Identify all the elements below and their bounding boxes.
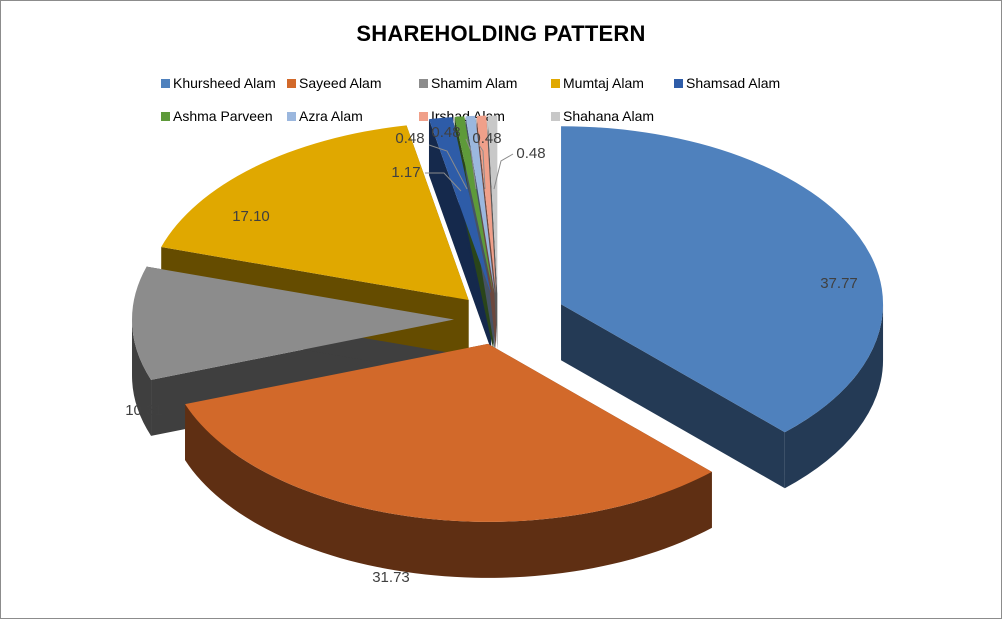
pie-slice [132,266,455,380]
legend-item: Ashma Parveen [161,108,273,124]
legend-label: Sayeed Alam [299,75,382,91]
legend-label: Shamsad Alam [686,75,781,91]
data-label: 37.77 [820,275,858,292]
legend-label: Ashma Parveen [173,108,273,124]
pie-slice [454,116,494,294]
data-label: 17.10 [232,208,270,225]
pie-slice-side [428,119,492,350]
leader-line [425,172,462,192]
leader-line [465,138,477,190]
legend-label: Azra Alam [299,108,363,124]
legend-swatch [551,78,560,88]
pie-slice [487,115,498,294]
legend-swatch [419,78,428,88]
pie-slice-wall [132,319,152,436]
legend-item: Sayeed Alam [287,75,382,91]
data-label: 0.48 [431,124,460,141]
pie-slice-side [561,304,785,489]
data-label: 0.48 [516,145,545,162]
leader-line [493,153,514,190]
pie-slice [161,125,469,301]
legend-label: Khursheed Alam [173,75,276,91]
legend-label: Shahana Alam [563,108,655,124]
legend-swatch [419,111,428,121]
legend-item: Khursheed Alam [161,75,276,91]
chart-title: SHAREHOLDING PATTERN [356,21,646,46]
legend-swatch [287,78,296,88]
data-label: 0.48 [472,130,501,147]
legend-swatch [161,78,170,88]
legend-item: Shamim Alam [419,75,517,91]
legend-swatch [551,111,560,121]
legend-item: Mumtaj Alam [551,75,644,91]
legend-swatch [161,111,170,121]
legend-swatch [287,111,296,121]
pie-slice [476,115,497,294]
pie-slice [465,115,495,294]
legend-item: Shahana Alam [551,108,654,124]
pie-slice [428,117,492,294]
data-label: 1.17 [391,164,420,181]
pie-slice-wall [185,404,712,578]
data-label: 31.73 [372,569,410,586]
pie-slice-wall [784,304,884,489]
legend-label: Mumtaj Alam [563,75,644,91]
legend-label: Shamim Alam [431,75,518,91]
pie-slice [185,343,712,522]
legend-swatch [674,78,683,88]
pie-slice [561,126,884,433]
legend-item: Azra Alam [287,108,363,124]
legend-item: Shamsad Alam [674,75,780,91]
data-label: 0.48 [395,130,424,147]
data-label: 10.31 [125,402,163,419]
leader-line [428,144,468,190]
leader-line [478,144,486,190]
